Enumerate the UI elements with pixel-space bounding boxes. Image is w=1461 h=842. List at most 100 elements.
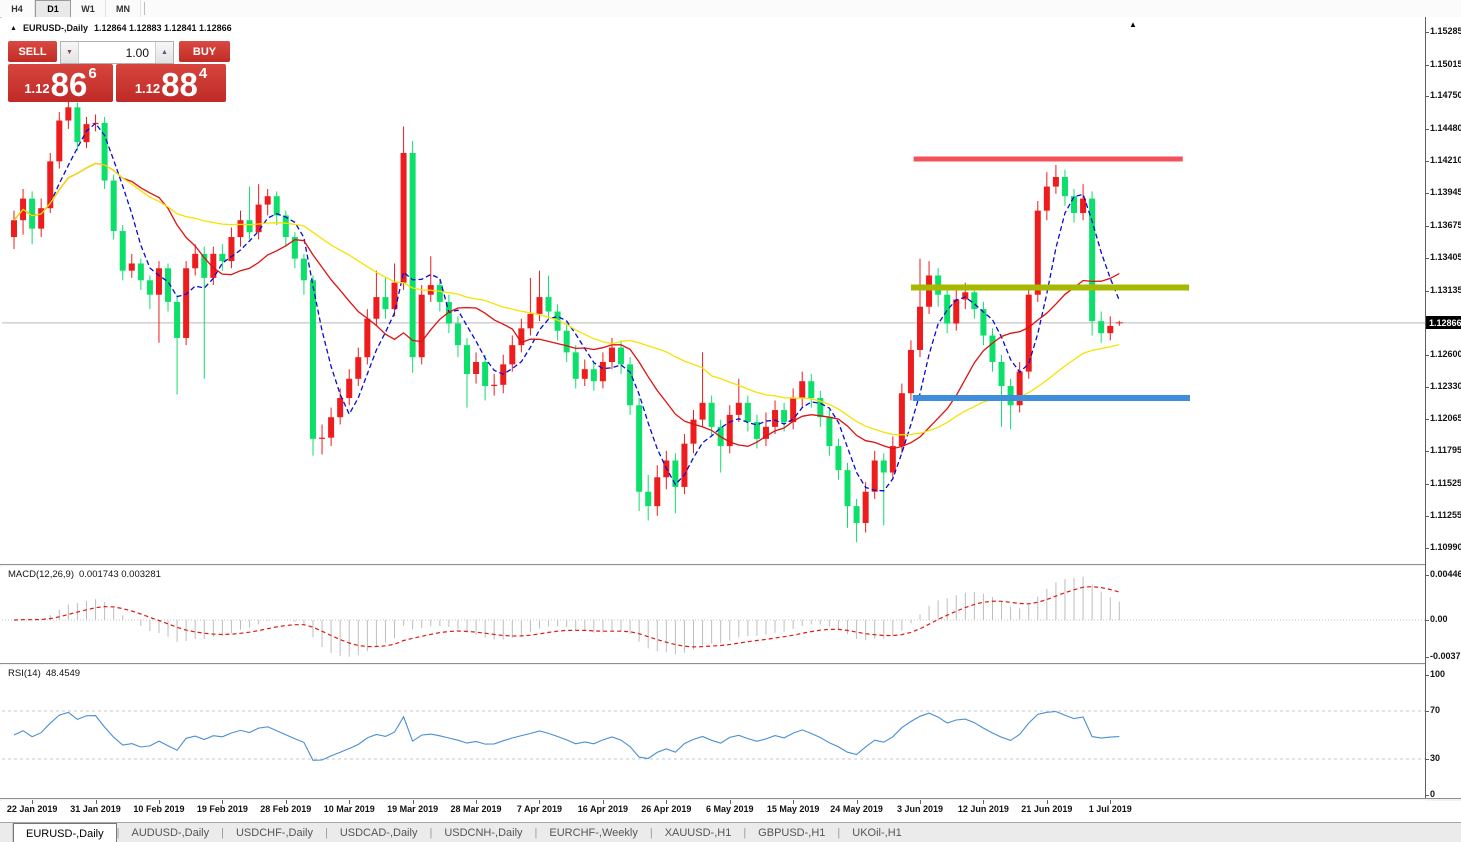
candle[interactable] bbox=[599, 352, 606, 389]
buy-price-button[interactable]: 1.12 88 4 bbox=[116, 64, 226, 102]
candle[interactable] bbox=[83, 116, 90, 149]
candle[interactable] bbox=[862, 482, 869, 533]
chart-shift-marker-icon[interactable]: ▲ bbox=[1129, 20, 1137, 29]
candle[interactable] bbox=[690, 410, 697, 454]
candle[interactable] bbox=[291, 232, 298, 269]
candle[interactable] bbox=[482, 354, 489, 401]
volume-input[interactable]: 1.00 bbox=[79, 42, 156, 63]
candle[interactable] bbox=[219, 244, 226, 271]
candle[interactable] bbox=[74, 102, 81, 151]
candle[interactable] bbox=[663, 450, 670, 490]
symbol-tab-gbpusd-h1[interactable]: GBPUSD-,H1 bbox=[758, 827, 826, 839]
candle[interactable] bbox=[989, 328, 996, 372]
candle[interactable] bbox=[391, 263, 398, 317]
macd-indicator-pane[interactable]: MACD(12,26,9) 0.001743 0.003281 bbox=[2, 566, 1425, 663]
rsi-canvas[interactable] bbox=[2, 665, 1425, 798]
candle[interactable] bbox=[38, 198, 45, 238]
candle[interactable] bbox=[192, 244, 199, 276]
rsi-indicator-pane[interactable]: RSI(14) 48.4549 bbox=[2, 665, 1425, 798]
candle[interactable] bbox=[699, 352, 706, 427]
candle[interactable] bbox=[237, 210, 244, 247]
price-axis[interactable]: 1.12866 1.15285 1.15015 1.14750 1.14480 1.14… bbox=[1425, 17, 1461, 799]
candle[interactable] bbox=[853, 498, 860, 543]
candle[interactable] bbox=[726, 405, 733, 454]
candle[interactable] bbox=[772, 400, 779, 435]
candle[interactable] bbox=[110, 174, 117, 240]
candle[interactable] bbox=[373, 270, 380, 326]
candle[interactable] bbox=[228, 227, 235, 269]
candle[interactable] bbox=[518, 318, 525, 353]
candle[interactable] bbox=[636, 398, 643, 511]
candle[interactable] bbox=[11, 210, 17, 250]
candle[interactable] bbox=[1107, 316, 1114, 341]
candle[interactable] bbox=[627, 357, 634, 415]
symbol-tab-usdcad-daily[interactable]: USDCAD-,Daily bbox=[339, 827, 418, 839]
buy-button[interactable]: BUY bbox=[179, 41, 230, 62]
sell-price-button[interactable]: 1.12 86 6 bbox=[8, 64, 113, 102]
candle[interactable] bbox=[418, 285, 425, 365]
candle[interactable] bbox=[273, 191, 280, 226]
candle[interactable] bbox=[509, 335, 516, 372]
candle[interactable] bbox=[1043, 172, 1050, 221]
candle[interactable] bbox=[581, 359, 588, 387]
candle[interactable] bbox=[101, 116, 108, 189]
symbol-tab-ukoil-h1[interactable]: UKOil-,H1 bbox=[852, 827, 902, 839]
candle[interactable] bbox=[980, 301, 987, 346]
symbol-tab-usdchf-daily[interactable]: USDCHF-,Daily bbox=[235, 827, 313, 839]
sell-button[interactable]: SELL bbox=[8, 41, 58, 62]
candle[interactable] bbox=[844, 462, 851, 528]
candle[interactable] bbox=[436, 280, 443, 312]
candle[interactable] bbox=[183, 261, 190, 346]
symbol-tab-xauusd-h1[interactable]: XAUUSD-,H1 bbox=[664, 827, 732, 839]
candle[interactable] bbox=[545, 275, 552, 319]
macd-canvas[interactable] bbox=[2, 566, 1425, 663]
candle[interactable] bbox=[889, 436, 896, 480]
candle[interactable] bbox=[871, 450, 878, 499]
candle[interactable] bbox=[817, 390, 824, 427]
candle[interactable] bbox=[618, 340, 625, 374]
candle[interactable] bbox=[572, 345, 579, 389]
candle[interactable] bbox=[1052, 164, 1059, 194]
candle[interactable] bbox=[880, 453, 887, 526]
candle[interactable] bbox=[382, 277, 389, 319]
candle[interactable] bbox=[762, 412, 769, 447]
candle[interactable] bbox=[717, 419, 724, 473]
candle[interactable] bbox=[29, 191, 36, 245]
timeframe-button-mn[interactable]: MN bbox=[106, 0, 141, 17]
candle[interactable] bbox=[201, 246, 208, 379]
volume-decrease-button[interactable]: ▼ bbox=[61, 42, 80, 63]
candle[interactable] bbox=[454, 316, 461, 358]
candle[interactable] bbox=[346, 369, 353, 406]
candle[interactable] bbox=[137, 258, 144, 290]
candle[interactable] bbox=[264, 188, 271, 216]
timeframe-button-d1[interactable]: D1 bbox=[35, 0, 71, 17]
candle[interactable] bbox=[907, 340, 914, 401]
candle[interactable] bbox=[527, 277, 534, 336]
candle[interactable] bbox=[65, 100, 72, 129]
candle[interactable] bbox=[146, 275, 153, 310]
candle[interactable] bbox=[953, 289, 960, 331]
candle[interactable] bbox=[56, 112, 63, 169]
candle[interactable] bbox=[309, 275, 316, 456]
candle[interactable] bbox=[473, 352, 480, 384]
candle[interactable] bbox=[337, 388, 344, 425]
candle[interactable] bbox=[808, 373, 815, 408]
candle[interactable] bbox=[654, 465, 661, 516]
candle[interactable] bbox=[300, 253, 307, 295]
date-axis[interactable]: 22 Jan 2019 31 Jan 2019 10 Feb 2019 19 Feb … bbox=[2, 800, 1425, 822]
candle[interactable] bbox=[944, 287, 951, 334]
candle[interactable] bbox=[255, 184, 262, 240]
candle[interactable] bbox=[1061, 169, 1068, 206]
candle[interactable] bbox=[1089, 191, 1096, 336]
candle[interactable] bbox=[744, 395, 751, 432]
candle[interactable] bbox=[536, 270, 543, 322]
candle[interactable] bbox=[165, 263, 172, 312]
volume-increase-button[interactable]: ▲ bbox=[155, 42, 174, 63]
candle[interactable] bbox=[790, 388, 797, 430]
symbol-tab-usdcnh-daily[interactable]: USDCNH-,Daily bbox=[444, 827, 523, 839]
candle[interactable] bbox=[645, 474, 652, 521]
candle[interactable] bbox=[119, 225, 126, 281]
candle[interactable] bbox=[1016, 361, 1023, 413]
timeframe-button-w1[interactable]: W1 bbox=[71, 0, 106, 17]
candle[interactable] bbox=[128, 253, 135, 278]
